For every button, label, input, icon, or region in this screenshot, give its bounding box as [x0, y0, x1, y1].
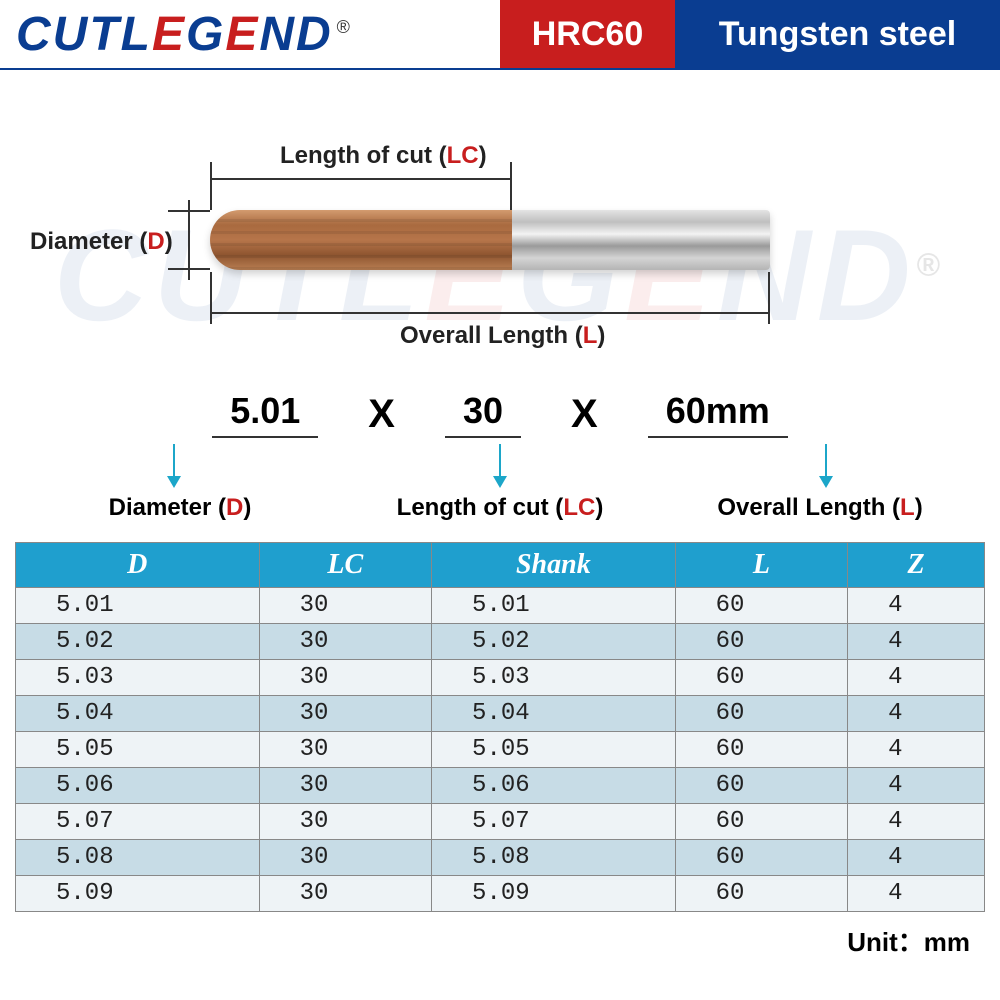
- tool-shank-section: [512, 210, 770, 270]
- table-cell: 4: [848, 624, 985, 660]
- table-cell: 4: [848, 660, 985, 696]
- lc-label: Length of cut (LC): [280, 142, 487, 170]
- spec-table: DLCShankLZ 5.01305.016045.02305.026045.0…: [15, 542, 985, 912]
- table-cell: 60: [675, 804, 847, 840]
- table-cell: 30: [259, 840, 431, 876]
- table-cell: 5.03: [16, 660, 260, 696]
- table-cell: 60: [675, 588, 847, 624]
- table-cell: 4: [848, 804, 985, 840]
- table-cell: 5.02: [16, 624, 260, 660]
- d-value: 5.01: [212, 390, 318, 438]
- table-cell: 5.05: [16, 732, 260, 768]
- table-row: 5.06305.06604: [16, 768, 985, 804]
- spec-table-body: 5.01305.016045.02305.026045.03305.036045…: [16, 588, 985, 912]
- col-shank: Shank: [432, 543, 676, 588]
- tick: [210, 272, 212, 324]
- brand-logo: CUTLEGEND®: [0, 0, 500, 68]
- d-vert-line: [188, 200, 190, 280]
- lc-value: 30: [445, 390, 521, 438]
- table-cell: 30: [259, 624, 431, 660]
- table-cell: 60: [675, 660, 847, 696]
- separator: X: [368, 392, 395, 437]
- l-label: Overall Length (L): [400, 322, 605, 350]
- spec-table-head: DLCShankLZ: [16, 543, 985, 588]
- table-cell: 30: [259, 696, 431, 732]
- arrow-down-icon: [173, 444, 175, 486]
- table-cell: 5.01: [16, 588, 260, 624]
- table-cell: 5.07: [16, 804, 260, 840]
- table-cell: 5.04: [432, 696, 676, 732]
- dimension-labels-row: Diameter (D) Length of cut (LC) Overall …: [0, 494, 1000, 522]
- lc-dim-label: Length of cut (LC): [370, 494, 630, 522]
- table-cell: 5.06: [432, 768, 676, 804]
- header-bar: CUTLEGEND® HRC60 Tungsten steel: [0, 0, 1000, 70]
- l-dimension-line: [210, 312, 770, 314]
- col-d: D: [16, 543, 260, 588]
- dimension-arrows: [0, 444, 1000, 486]
- table-cell: 5.01: [432, 588, 676, 624]
- table-cell: 4: [848, 840, 985, 876]
- registered-icon: ®: [337, 17, 352, 37]
- table-row: 5.05305.05604: [16, 732, 985, 768]
- table-cell: 5.04: [16, 696, 260, 732]
- l-value: 60mm: [648, 390, 788, 438]
- table-cell: 5.09: [16, 876, 260, 912]
- hardness-badge: HRC60: [500, 0, 675, 68]
- col-z: Z: [848, 543, 985, 588]
- table-cell: 30: [259, 876, 431, 912]
- table-cell: 5.07: [432, 804, 676, 840]
- table-row: 5.03305.03604: [16, 660, 985, 696]
- table-cell: 5.02: [432, 624, 676, 660]
- material-badge: Tungsten steel: [675, 0, 1000, 68]
- table-row: 5.09305.09604: [16, 876, 985, 912]
- table-cell: 60: [675, 768, 847, 804]
- table-cell: 30: [259, 768, 431, 804]
- unit-label: Unit：mm: [0, 912, 1000, 959]
- table-row: 5.01305.01604: [16, 588, 985, 624]
- tick: [510, 162, 512, 210]
- table-cell: 60: [675, 696, 847, 732]
- table-row: 5.02305.02604: [16, 624, 985, 660]
- table-cell: 4: [848, 588, 985, 624]
- table-cell: 30: [259, 660, 431, 696]
- table-cell: 5.06: [16, 768, 260, 804]
- tool-illustration: [210, 210, 770, 270]
- table-cell: 4: [848, 768, 985, 804]
- table-row: 5.04305.04604: [16, 696, 985, 732]
- table-cell: 60: [675, 732, 847, 768]
- table-cell: 5.03: [432, 660, 676, 696]
- col-lc: LC: [259, 543, 431, 588]
- table-cell: 5.08: [16, 840, 260, 876]
- table-cell: 60: [675, 876, 847, 912]
- lc-dimension-line: [210, 178, 512, 180]
- table-cell: 60: [675, 840, 847, 876]
- table-cell: 5.08: [432, 840, 676, 876]
- tool-cutting-section: [210, 210, 512, 270]
- l-dim-label: Overall Length (L): [690, 494, 950, 522]
- tick: [768, 272, 770, 324]
- table-cell: 60: [675, 624, 847, 660]
- table-cell: 4: [848, 696, 985, 732]
- arrow-down-icon: [825, 444, 827, 486]
- dimension-values-row: 5.01 X 30 X 60mm: [0, 390, 1000, 438]
- tool-diagram: Length of cut (LC) Diameter (D) Overall …: [0, 100, 1000, 380]
- tick: [210, 162, 212, 210]
- table-cell: 4: [848, 876, 985, 912]
- table-cell: 30: [259, 588, 431, 624]
- d-label: Diameter (D): [30, 228, 173, 256]
- separator: X: [571, 392, 598, 437]
- d-dim-label: Diameter (D): [50, 494, 310, 522]
- table-cell: 30: [259, 804, 431, 840]
- arrow-down-icon: [499, 444, 501, 486]
- table-row: 5.07305.07604: [16, 804, 985, 840]
- table-cell: 5.05: [432, 732, 676, 768]
- table-cell: 5.09: [432, 876, 676, 912]
- table-cell: 30: [259, 732, 431, 768]
- brand-name: CUTLEGEND®: [16, 7, 352, 62]
- col-l: L: [675, 543, 847, 588]
- table-cell: 4: [848, 732, 985, 768]
- table-row: 5.08305.08604: [16, 840, 985, 876]
